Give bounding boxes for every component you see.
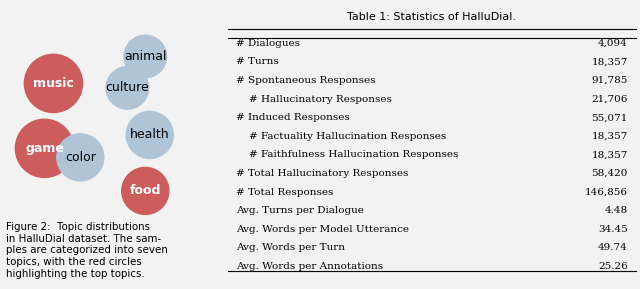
- Text: Avg. Words per Annotations: Avg. Words per Annotations: [236, 262, 383, 271]
- Text: 18,357: 18,357: [591, 151, 628, 160]
- Text: # Total Responses: # Total Responses: [236, 188, 333, 197]
- Text: Table 1: Statistics of HalluDial.: Table 1: Statistics of HalluDial.: [348, 12, 516, 22]
- Circle shape: [122, 167, 169, 214]
- Text: 55,071: 55,071: [591, 113, 628, 122]
- Text: 91,785: 91,785: [591, 76, 628, 85]
- Text: health: health: [130, 128, 170, 141]
- Circle shape: [57, 134, 104, 181]
- Text: # Hallucinatory Responses: # Hallucinatory Responses: [236, 95, 392, 104]
- Text: 49.74: 49.74: [598, 243, 628, 252]
- Text: food: food: [129, 184, 161, 197]
- Circle shape: [124, 35, 166, 78]
- Text: 21,706: 21,706: [591, 95, 628, 104]
- Text: 18,357: 18,357: [591, 132, 628, 141]
- Text: color: color: [65, 151, 96, 164]
- Text: # Induced Responses: # Induced Responses: [236, 113, 350, 122]
- Circle shape: [15, 119, 74, 177]
- Text: 58,420: 58,420: [591, 169, 628, 178]
- Circle shape: [106, 66, 148, 109]
- Text: music: music: [33, 77, 74, 90]
- Text: Avg. Words per Turn: Avg. Words per Turn: [236, 243, 346, 252]
- Text: # Factuality Hallucination Responses: # Factuality Hallucination Responses: [236, 132, 447, 141]
- Text: 146,856: 146,856: [585, 188, 628, 197]
- Text: game: game: [25, 142, 64, 155]
- Text: 4,094: 4,094: [598, 39, 628, 48]
- Circle shape: [126, 111, 173, 158]
- Text: 25.26: 25.26: [598, 262, 628, 271]
- Text: 34.45: 34.45: [598, 225, 628, 234]
- Text: # Faithfulness Hallucination Responses: # Faithfulness Hallucination Responses: [236, 151, 459, 160]
- Text: Avg. Words per Model Utterance: Avg. Words per Model Utterance: [236, 225, 410, 234]
- Text: animal: animal: [124, 50, 166, 63]
- Text: 18,357: 18,357: [591, 58, 628, 66]
- Text: # Turns: # Turns: [236, 58, 279, 66]
- Text: 4.48: 4.48: [605, 206, 628, 215]
- Text: Avg. Turns per Dialogue: Avg. Turns per Dialogue: [236, 206, 364, 215]
- Text: # Dialogues: # Dialogues: [236, 39, 300, 48]
- Text: Figure 2:  Topic distributions
in HalluDial dataset. The sam-
ples are categoriz: Figure 2: Topic distributions in HalluDi…: [6, 222, 168, 279]
- Text: # Spontaneous Responses: # Spontaneous Responses: [236, 76, 376, 85]
- Circle shape: [24, 54, 83, 112]
- Text: culture: culture: [106, 81, 149, 95]
- Text: # Total Hallucinatory Responses: # Total Hallucinatory Responses: [236, 169, 409, 178]
